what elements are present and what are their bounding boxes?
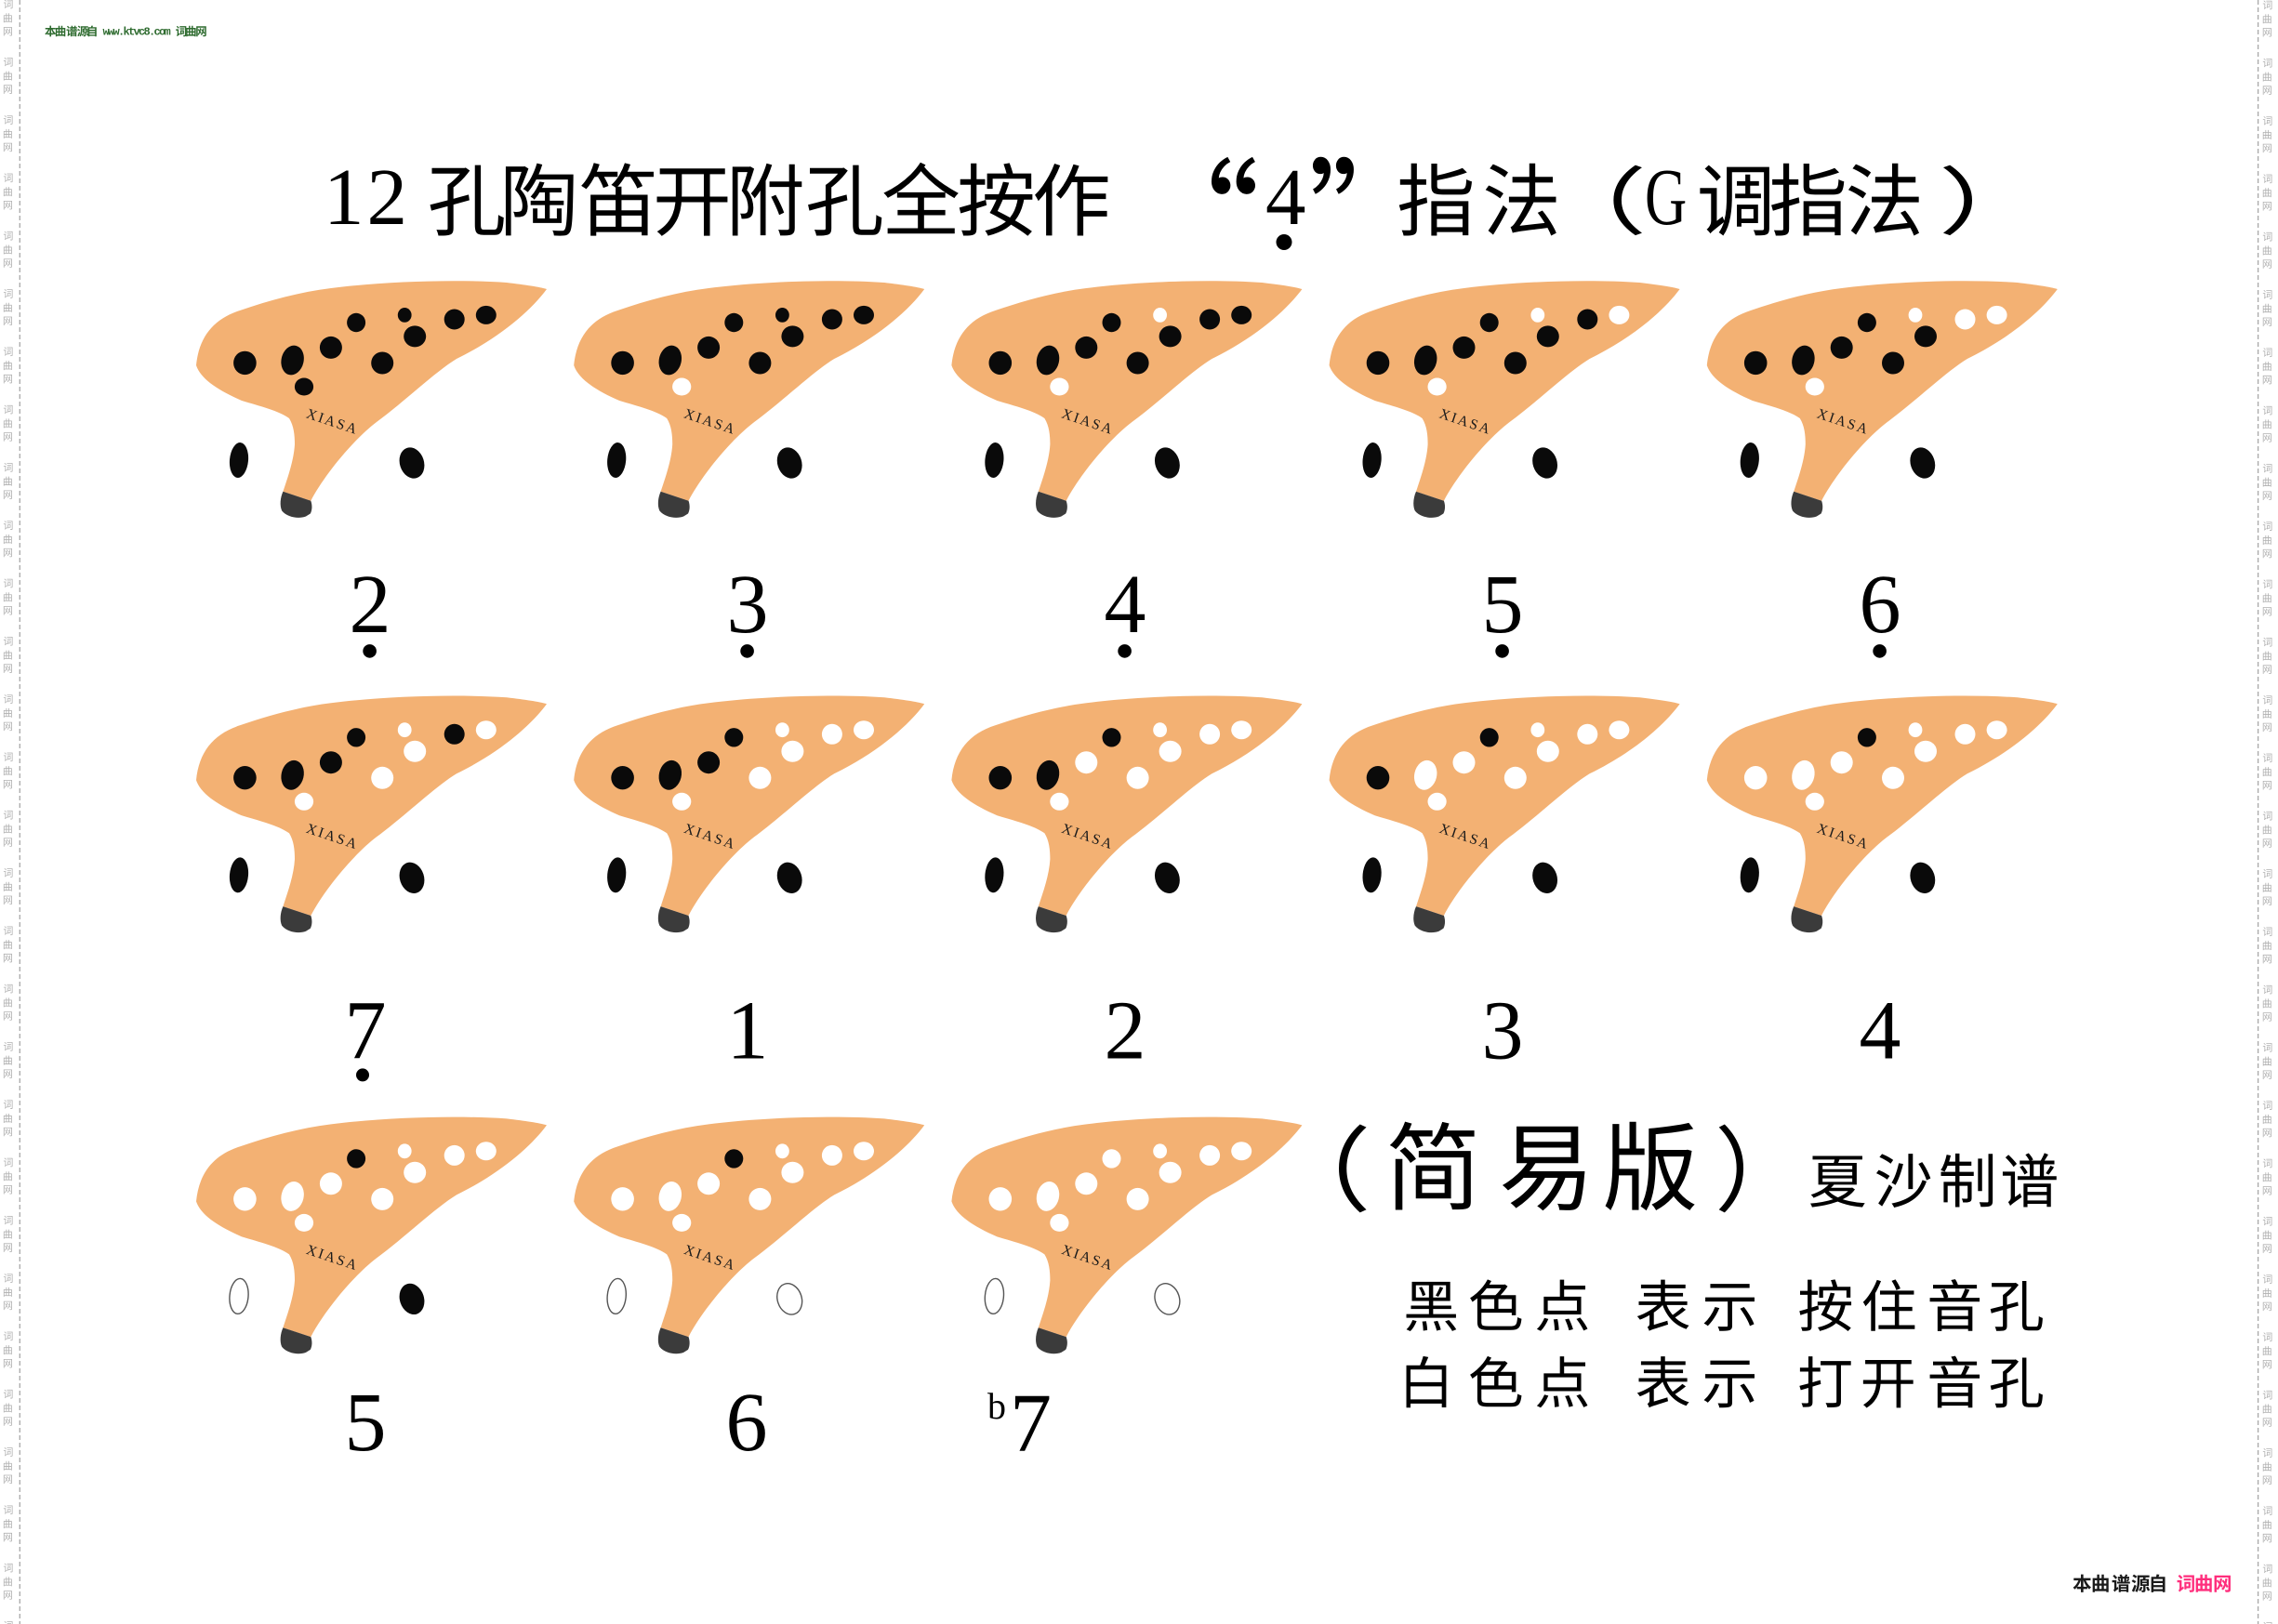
svg-text:4: 4 (1105, 559, 1146, 651)
svg-text:6: 6 (1860, 559, 1901, 651)
svg-text:1: 1 (727, 985, 769, 1077)
svg-text:2: 2 (350, 559, 391, 651)
svg-text:www.ktvc8.com: www.ktvc8.com (103, 26, 171, 39)
svg-text:4: 4 (1265, 152, 1306, 242)
svg-text:5: 5 (1482, 559, 1524, 651)
svg-text:5: 5 (345, 1377, 387, 1469)
svg-text:2: 2 (1105, 985, 1146, 1077)
svg-text:7: 7 (345, 985, 387, 1077)
svg-text:7: 7 (1010, 1378, 1052, 1470)
svg-text:b: b (987, 1385, 1006, 1427)
svg-text:3: 3 (727, 559, 769, 651)
svg-text:G: G (1645, 152, 1687, 242)
svg-text:4: 4 (1860, 985, 1901, 1077)
svg-text:12: 12 (324, 152, 410, 242)
svg-text:3: 3 (1482, 985, 1524, 1077)
svg-text:6: 6 (726, 1377, 768, 1469)
